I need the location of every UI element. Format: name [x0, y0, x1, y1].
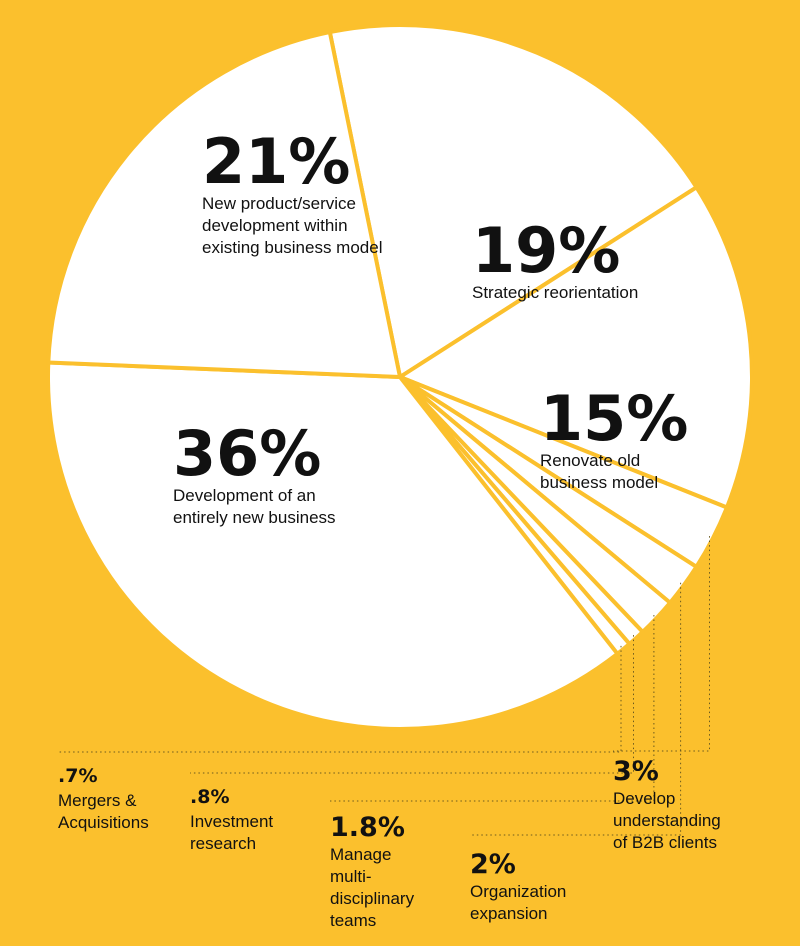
leader-line-b2b [613, 536, 710, 752]
slice-label-b2b-line-2: understanding [613, 811, 721, 830]
slice-percent-new-product: 21% [202, 125, 350, 198]
slice-label-new-business-line-2: entirely new business [173, 508, 336, 527]
slice-label-renovate-line-1: Renovate old [540, 451, 640, 470]
slice-percent-new-business: 36% [173, 417, 321, 490]
slice-label-teams-line-4: teams [330, 911, 376, 930]
slice-percent-investment: .8% [190, 786, 229, 808]
leader-line-investment [190, 635, 634, 774]
slice-label-investment-line-2: research [190, 834, 256, 853]
slice-labels: 19%Strategic reorientation 15%Renovate ol… [58, 125, 721, 930]
slice-percent-strategic: 19% [472, 214, 620, 287]
slice-percent-b2b: 3% [613, 756, 659, 787]
slice-label-b2b-line-1: Develop [613, 789, 675, 808]
pie-slice-new-business [46, 360, 620, 731]
slice-label-renovate-line-2: business model [540, 473, 658, 492]
slice-percent-teams: 1.8% [330, 812, 405, 843]
slice-label-new-product-line-1: New product/service [202, 194, 356, 213]
slice-label-mergers-line-1: Mergers & [58, 791, 137, 810]
slice-label-teams-line-1: Manage [330, 845, 391, 864]
slice-label-b2b-line-3: of B2B clients [613, 833, 717, 852]
slice-label-expansion-line-2: expansion [470, 904, 548, 923]
slice-label-new-product-line-2: development within [202, 216, 348, 235]
pie-slice-new-product [46, 30, 402, 379]
slice-label-teams-line-3: disciplinary [330, 889, 415, 908]
leader-line-teams [330, 615, 655, 802]
slice-label-new-business-line-1: Development of an [173, 486, 316, 505]
slice-label-investment-line-1: Investment [190, 812, 273, 831]
slice-label-teams-line-2: multi- [330, 867, 372, 886]
slice-label-mergers-line-2: Acquisitions [58, 813, 149, 832]
slice-percent-renovate: 15% [540, 382, 688, 455]
slice-label-expansion-line-1: Organization [470, 882, 566, 901]
leader-line-expansion [470, 582, 682, 836]
slice-percent-expansion: 2% [470, 849, 516, 880]
slice-label-new-product-line-3: existing business model [202, 238, 382, 257]
leader-lines [58, 536, 710, 836]
slice-label-strategic-line-1: Strategic reorientation [472, 283, 638, 302]
slice-percent-mergers: .7% [58, 765, 97, 787]
pie-slice-renovate [398, 185, 754, 510]
pie-slice-strategic [327, 23, 699, 379]
pie-slices [46, 23, 754, 731]
